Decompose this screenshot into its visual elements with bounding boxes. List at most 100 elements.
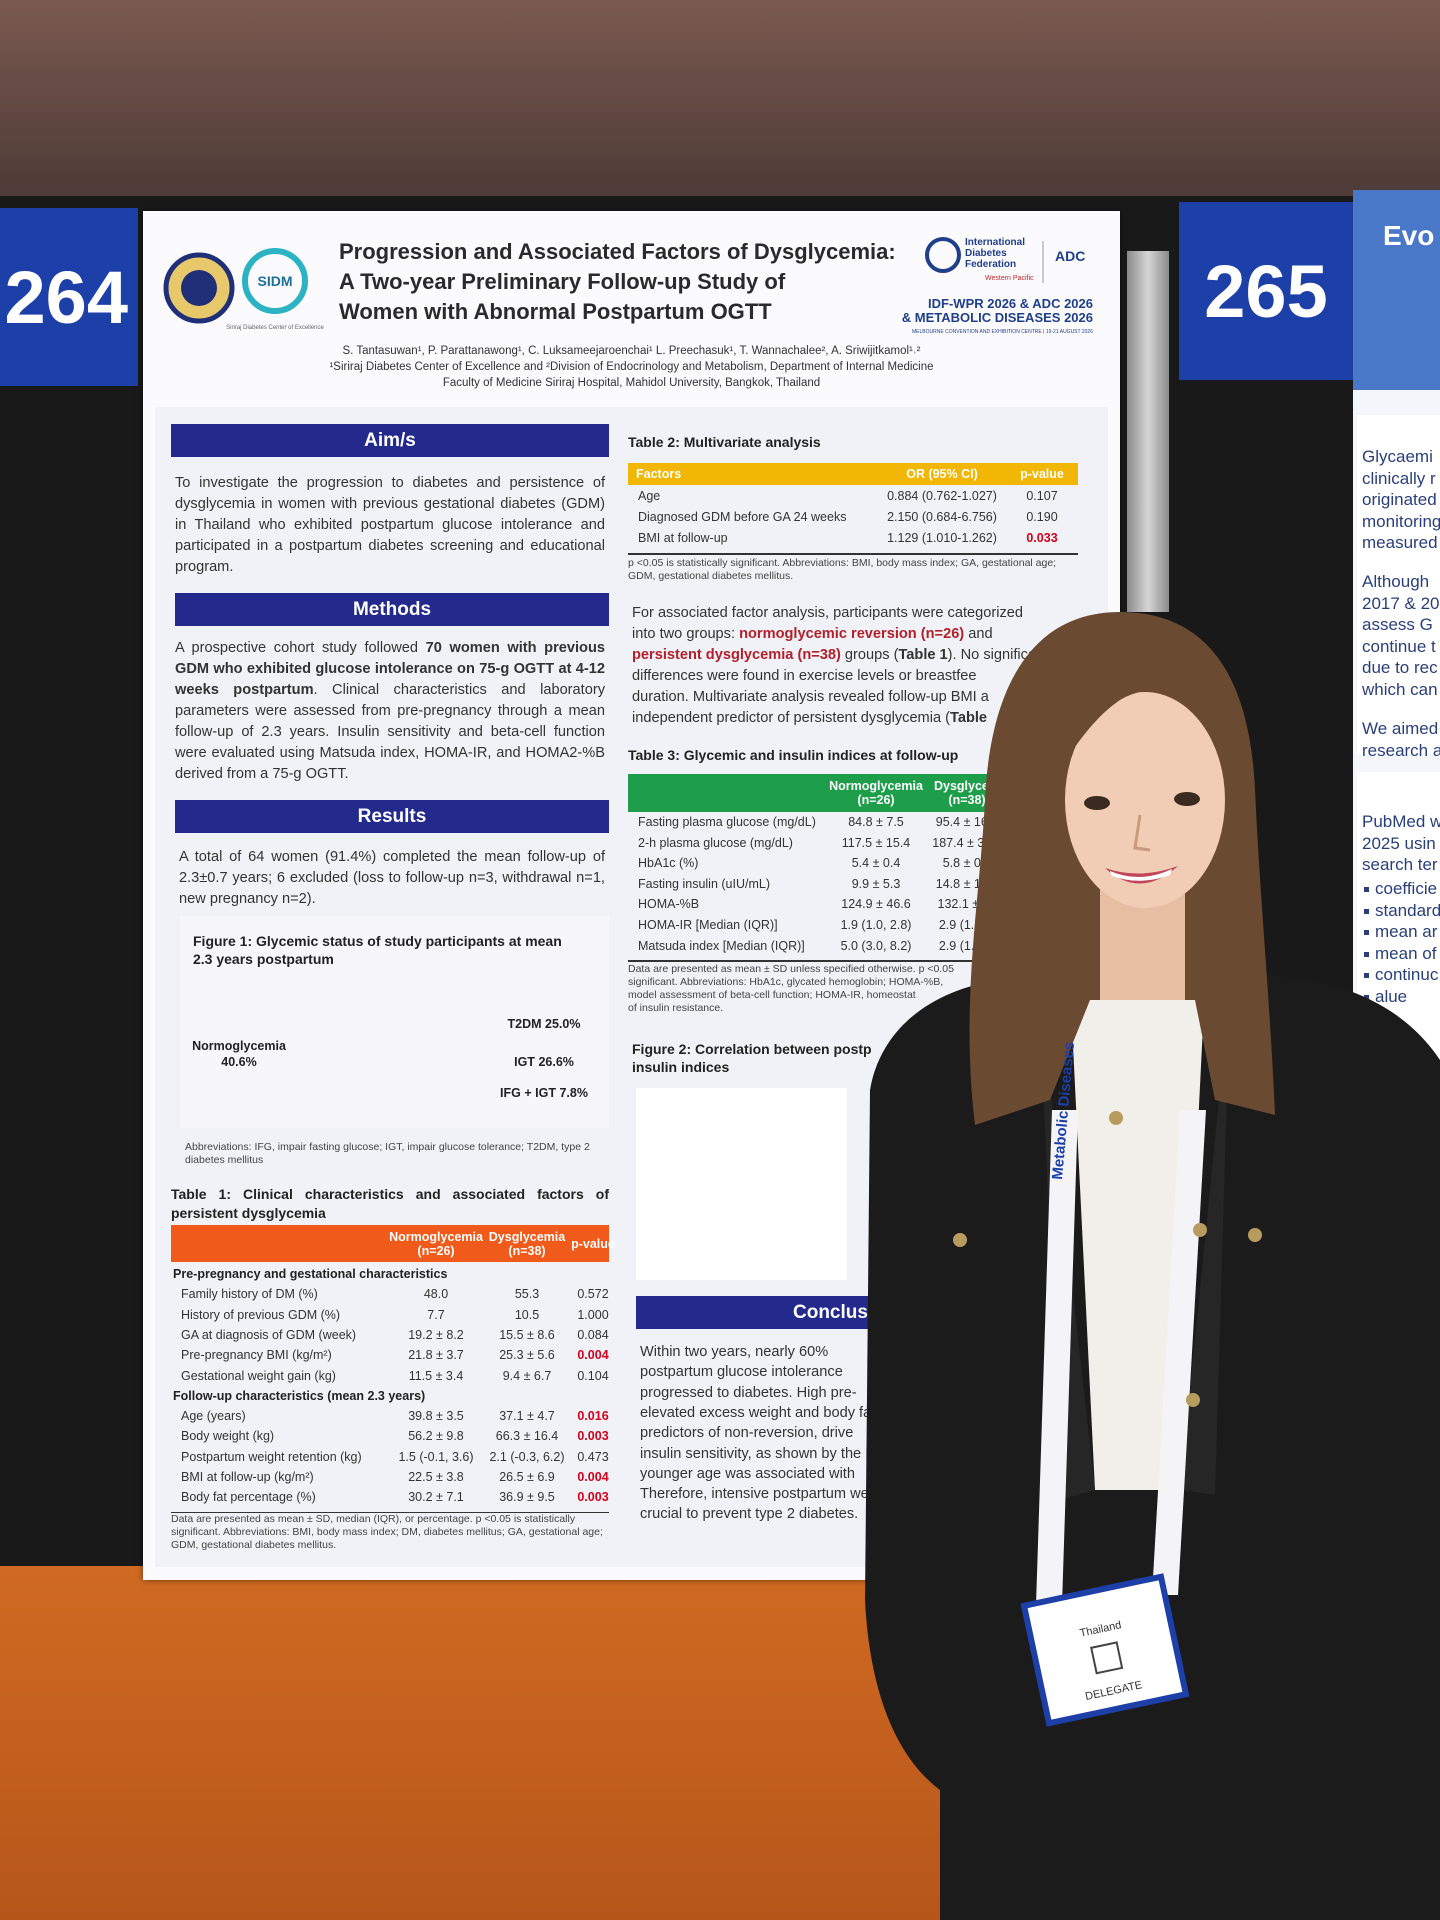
table-cell: Pre-pregnancy BMI (kg/m²) xyxy=(181,1348,332,1363)
analysis-text: differences were found in exercise level… xyxy=(632,666,1092,687)
table-cell: 1.000 xyxy=(577,1307,609,1322)
sidm-caption: Siriraj Diabetes Center of Excellence xyxy=(226,325,324,331)
bar-label: IGT 26.6% xyxy=(489,1055,599,1069)
neighbor-text: originated xyxy=(1362,490,1437,509)
neighbor-text: assess G xyxy=(1362,615,1433,634)
table-cell: 0.104 xyxy=(577,1368,609,1383)
pie-label: Normoglycemia xyxy=(192,1039,286,1053)
neighbor-box xyxy=(1357,415,1440,755)
table-footnote: Data are presented as mean ± SD, median … xyxy=(171,1513,603,1551)
neighbor-text: which can xyxy=(1362,679,1438,699)
neighbor-header xyxy=(1353,190,1440,390)
text-run: . Clinical characteristics and laborator… xyxy=(175,682,605,782)
neighbor-bullet-text: standard xyxy=(1375,900,1440,920)
display-post xyxy=(1127,251,1169,612)
table-cell: HbA1c (%) xyxy=(638,856,699,871)
table-footnote: significant. Abbreviations: HbA1c, glyca… xyxy=(628,976,944,988)
bullet xyxy=(1364,973,1369,978)
table-footnote: of insulin resistance. xyxy=(628,1002,724,1014)
table-cell: 1.9 (1.0, 2.8) xyxy=(840,918,912,932)
table-cell: History of previous GDM (%) xyxy=(181,1307,341,1322)
table-section: Pre-pregnancy and gestational characteri… xyxy=(173,1267,448,1281)
table-cell: Fasting insulin (uIU/mL) xyxy=(638,876,770,891)
text-run: To investigate the progression to diabet… xyxy=(175,475,605,575)
table-cell: 2-h plasma glucose (mg/dL) xyxy=(638,835,793,850)
affiliation: ¹Siriraj Diabetes Center of Excellence a… xyxy=(329,361,934,373)
table-cell: 22.5 ± 3.8 xyxy=(408,1470,464,1484)
neighbor-bullet-text: alue xyxy=(1375,986,1408,1006)
table-cell: 9.9 ± 5.3 xyxy=(851,876,901,891)
badge-card xyxy=(1020,1573,1190,1727)
table-header-bar xyxy=(628,463,1078,485)
board-number: 264 xyxy=(0,208,138,386)
analysis-text: into two groups: normoglycemic reversion… xyxy=(632,624,1092,645)
neighbor-text: Although xyxy=(1362,572,1430,591)
table-header: (n=26) xyxy=(857,793,895,807)
table-cell: 2.150 (0.684-6.756) xyxy=(887,510,997,524)
conclusion-text: predictors of non-reversion, drive xyxy=(640,1425,854,1442)
neighbor-bullet-text: mean ar xyxy=(1375,922,1438,941)
table-cell: 95.4 ± 16.8 xyxy=(935,815,999,829)
aims-text: To investigate the progression to diabet… xyxy=(175,473,605,578)
table-cell: HOMA-IR [Median (IQR)] xyxy=(638,918,778,932)
idf-text: International xyxy=(965,237,1025,248)
table-cell: 0.003 xyxy=(577,1490,609,1505)
badge: Thailand DELEGATE xyxy=(1020,1573,1190,1727)
text-run: into two groups: xyxy=(632,626,740,642)
board-number: 265 xyxy=(1179,202,1353,380)
table-cell: 26.5 ± 6.9 xyxy=(499,1470,555,1484)
button xyxy=(1186,1393,1200,1407)
table-cell: 1.5 (-0.1, 3.6) xyxy=(398,1449,474,1464)
adc-logo: ADC xyxy=(1055,248,1085,264)
table-cell: Body weight (kg) xyxy=(181,1429,275,1444)
table-title: Table 3: Glycemic and insulin indices at… xyxy=(628,747,959,763)
wall xyxy=(0,0,1440,200)
table-cell: 5.8 ± 0.5 xyxy=(942,856,992,871)
table-cell: Age (years) xyxy=(181,1409,246,1424)
table-cell: 117.5 ± 15.4 xyxy=(841,835,911,850)
neighbor-text: measured xyxy=(1362,533,1438,552)
poster: SIDM Siriraj Diabetes Center of Excellenc… xyxy=(143,211,1120,1580)
table-cell: Gestational weight gain (kg) xyxy=(181,1368,336,1383)
table-cell: 48.0 xyxy=(423,1287,449,1302)
table-cell: Postpartum weight retention (kg) xyxy=(181,1449,362,1464)
conclusion-text: Within two years, nearly 60% xyxy=(640,1344,829,1360)
text-run: ). No significa xyxy=(947,647,1037,663)
figure-title: insulin indices xyxy=(632,1059,730,1075)
bar-category: T2DM xyxy=(507,1017,542,1032)
conference-venue: MELBOURNE CONVENTION AND EXHIBITION CENT… xyxy=(912,329,1093,335)
table-cell: GA at diagnosis of GDM (week) xyxy=(181,1327,357,1342)
conclusion-text: postpartum glucose intolerance xyxy=(640,1364,843,1381)
text-run: 70 women with previous GDM who exhibited… xyxy=(175,640,605,698)
idf-text: Federation xyxy=(965,259,1016,270)
table-cell: 0.084 xyxy=(577,1327,609,1342)
lanyard xyxy=(1036,1110,1078,1605)
table-cell: Fasting plasma glucose (mg/dL) xyxy=(638,815,816,829)
conclusion-text: insulin sensitivity, as shown by the M xyxy=(640,1445,878,1462)
bangs xyxy=(1048,647,1245,790)
eye xyxy=(1174,792,1200,806)
table-cell: Body fat percentage (%) xyxy=(181,1490,316,1505)
table-cell: BMI at follow-up xyxy=(638,531,728,545)
table-header: p-value xyxy=(1020,467,1064,481)
button xyxy=(1109,1111,1123,1125)
bullet xyxy=(1364,951,1369,957)
neighbor-bullet-text: continuc xyxy=(1375,965,1439,984)
sidm-text: SIDM xyxy=(258,273,293,289)
bar-label: T2DM 25.0% xyxy=(489,1017,599,1031)
text-run: differences were found in exercise level… xyxy=(632,668,977,684)
neighbor-text: clinically r xyxy=(1362,468,1436,488)
bar-label: IFG + IGT 7.8% xyxy=(489,1086,599,1100)
table-rule xyxy=(628,553,1078,555)
text-run: and xyxy=(964,626,993,642)
section-heading: Aim/s xyxy=(364,430,416,451)
table-header: Factors xyxy=(636,467,682,481)
table-cell: BMI at follow-up (kg/m²) xyxy=(181,1470,314,1484)
nose xyxy=(1133,814,1151,852)
table-header: p-value xyxy=(571,1236,615,1251)
methods-text: A prospective cohort study followed 70 w… xyxy=(175,638,605,785)
conference-name: IDF-WPR 2026 & ADC 2026 xyxy=(928,296,1093,311)
table-cell: 0.004 xyxy=(577,1348,609,1363)
